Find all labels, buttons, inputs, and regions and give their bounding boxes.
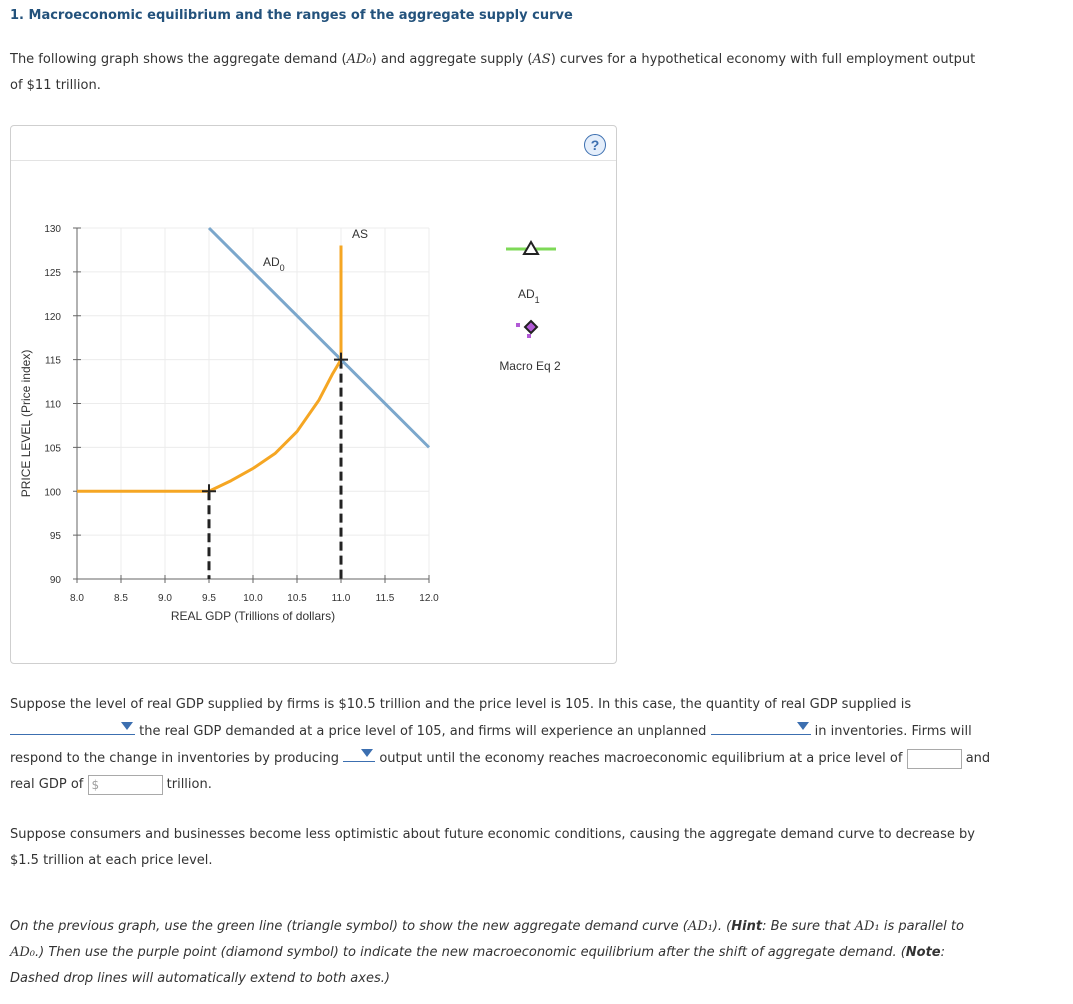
p2-line-2b: in inventories. Firms will — [814, 724, 972, 739]
p2-line-3a: respond to the change in inventories by … — [10, 751, 340, 766]
p4-ad0: AD₀ — [10, 945, 36, 960]
intro-text-1: The following graph shows the aggregate … — [10, 52, 347, 67]
x-tick-label: 12.0 — [419, 593, 439, 604]
p2-line-4a: real GDP of — [10, 777, 84, 792]
diamond-icon — [523, 319, 539, 335]
ad0-label: AD0 — [263, 255, 285, 273]
p2-line-4b: trillion. — [166, 777, 212, 792]
p4-text-b: ). ( — [712, 919, 732, 934]
p3-line-1: Suppose consumers and businesses become … — [10, 827, 975, 842]
p4-text-c: : Be sure that — [762, 919, 855, 934]
y-tick-label: 100 — [44, 487, 61, 498]
p4-ad1: AD₁ — [687, 919, 713, 934]
question-title: 1. Macroeconomic equilibrium and the ran… — [10, 8, 573, 23]
x-tick-label: 10.0 — [243, 593, 263, 604]
intro-text-3: ) curves for a hypothetical economy with… — [550, 52, 976, 67]
p4-text-g: Dashed drop lines will automatically ext… — [10, 971, 390, 986]
question-paragraph-4: On the previous graph, use the green lin… — [10, 914, 1070, 992]
dropdown-arrow-icon — [121, 722, 133, 730]
panel-divider — [11, 160, 616, 161]
x-tick-label: 9.5 — [202, 593, 216, 604]
macro-eq-dot — [516, 323, 520, 327]
y-tick-label: 105 — [44, 443, 61, 454]
as-curve — [77, 245, 343, 493]
y-axis-title: PRICE LEVEL (Price index) — [19, 350, 33, 498]
p2-line-1: Suppose the level of real GDP supplied b… — [10, 697, 912, 712]
as-label: AS — [352, 227, 368, 241]
question-paragraph-3: Suppose consumers and businesses become … — [10, 822, 1070, 874]
y-tick-label: 110 — [45, 400, 61, 411]
y-tick-label: 95 — [50, 531, 62, 542]
x-tick-label: 11.0 — [332, 593, 351, 604]
price-level-input[interactable] — [906, 748, 962, 769]
intro-paragraph: The following graph shows the aggregate … — [10, 47, 975, 99]
y-tick-label: 90 — [50, 575, 62, 586]
ad1-tool-label: AD1 — [518, 287, 540, 305]
x-tick-label: 10.5 — [287, 593, 307, 604]
question-paragraph-2: Suppose the level of real GDP supplied b… — [10, 692, 1070, 798]
help-icon[interactable]: ? — [584, 134, 606, 156]
ad0-line — [207, 226, 431, 449]
ad0-label-subscript: 0 — [280, 263, 285, 273]
supplied-vs-demanded-dropdown[interactable] — [10, 718, 135, 735]
x-tick-label: 8.0 — [70, 593, 84, 604]
p3-line-2: $1.5 trillion at each price level. — [10, 853, 213, 868]
dropdown-arrow-icon — [361, 749, 374, 757]
y-tick-label: 125 — [44, 268, 61, 279]
x-tick-label: 11.5 — [376, 593, 395, 604]
x-tick-label: 8.5 — [114, 593, 128, 604]
inventory-change-dropdown[interactable] — [710, 718, 811, 735]
x-axis-title: REAL GDP (Trillions of dollars) — [171, 609, 335, 623]
p4-hint: Hint — [731, 919, 763, 934]
real-gdp-input[interactable]: $ — [87, 774, 163, 795]
graph-panel: ? 8.0 8.5 9.0 9.5 10.0 10.5 11.0 11.5 12.0 130 125… — [10, 125, 617, 664]
intro-as: AS — [532, 52, 551, 67]
y-tick-label: 130 — [44, 224, 61, 235]
y-tick-label: 120 — [44, 312, 61, 323]
macro-eq-dot — [527, 334, 531, 338]
p4-text-e: .) Then use the purple point (diamond sy… — [35, 945, 906, 960]
p4-text-d: is parallel to — [879, 919, 964, 934]
p4-note: Note — [905, 945, 941, 960]
macro-eq-tool-label: Macro Eq 2 — [499, 359, 561, 373]
dropdown-arrow-icon — [796, 722, 809, 730]
p2-line-3b: output until the economy reaches macroec… — [379, 751, 903, 766]
intro-text-2: ) and aggregate supply ( — [371, 52, 533, 67]
output-direction-dropdown[interactable] — [343, 745, 376, 762]
dollar-prefix: $ — [91, 777, 100, 792]
p2-line-2: the real GDP demanded at a price level o… — [139, 724, 707, 739]
intro-text-4: of $11 trillion. — [10, 78, 101, 93]
x-tick-label: 9.0 — [158, 593, 172, 604]
ad1-tool-label-subscript: 1 — [535, 295, 540, 305]
intro-ad0: AD₀ — [346, 52, 372, 67]
p4-text-f: : — [940, 945, 946, 960]
p2-line-3c: and — [965, 751, 991, 766]
y-tick-label: 115 — [45, 356, 61, 367]
p4-ad1b: AD₁ — [854, 919, 880, 934]
chart-svg[interactable]: 8.0 8.5 9.0 9.5 10.0 10.5 11.0 11.5 12.0 130 125 12… — [11, 126, 616, 663]
triangle-icon — [522, 240, 540, 255]
p4-text-a: On the previous graph, use the green lin… — [10, 919, 688, 934]
